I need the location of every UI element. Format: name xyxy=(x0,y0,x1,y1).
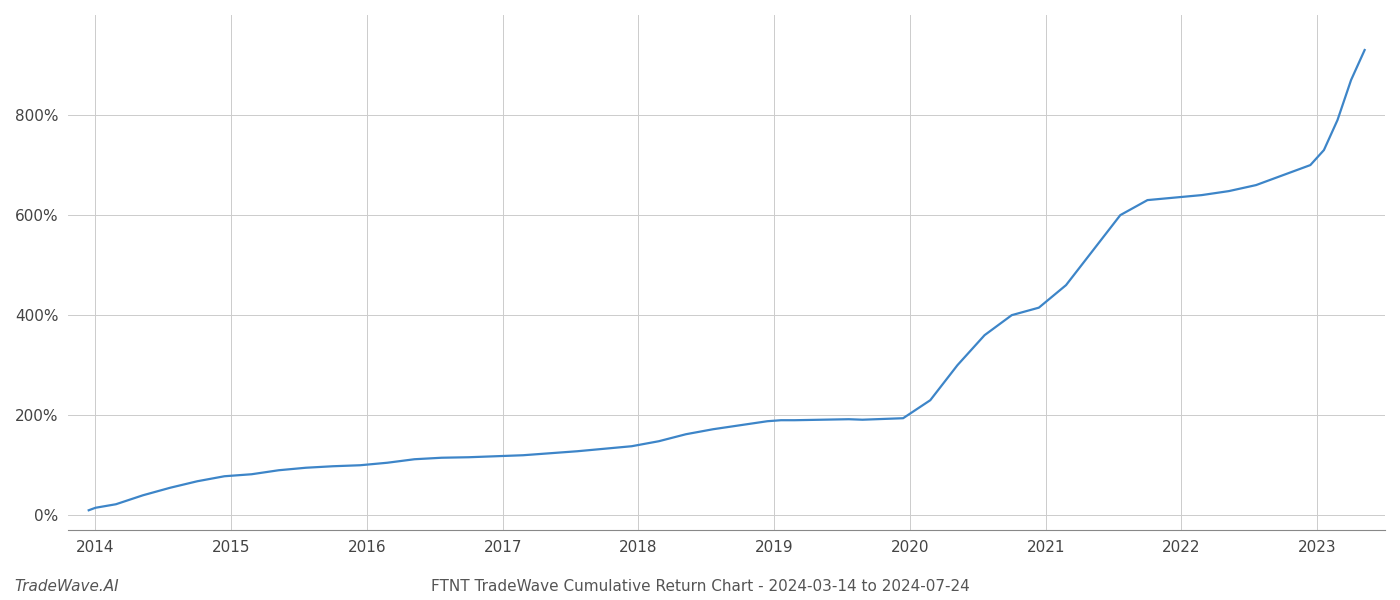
Text: TradeWave.AI: TradeWave.AI xyxy=(14,579,119,594)
Text: FTNT TradeWave Cumulative Return Chart - 2024-03-14 to 2024-07-24: FTNT TradeWave Cumulative Return Chart -… xyxy=(431,579,969,594)
